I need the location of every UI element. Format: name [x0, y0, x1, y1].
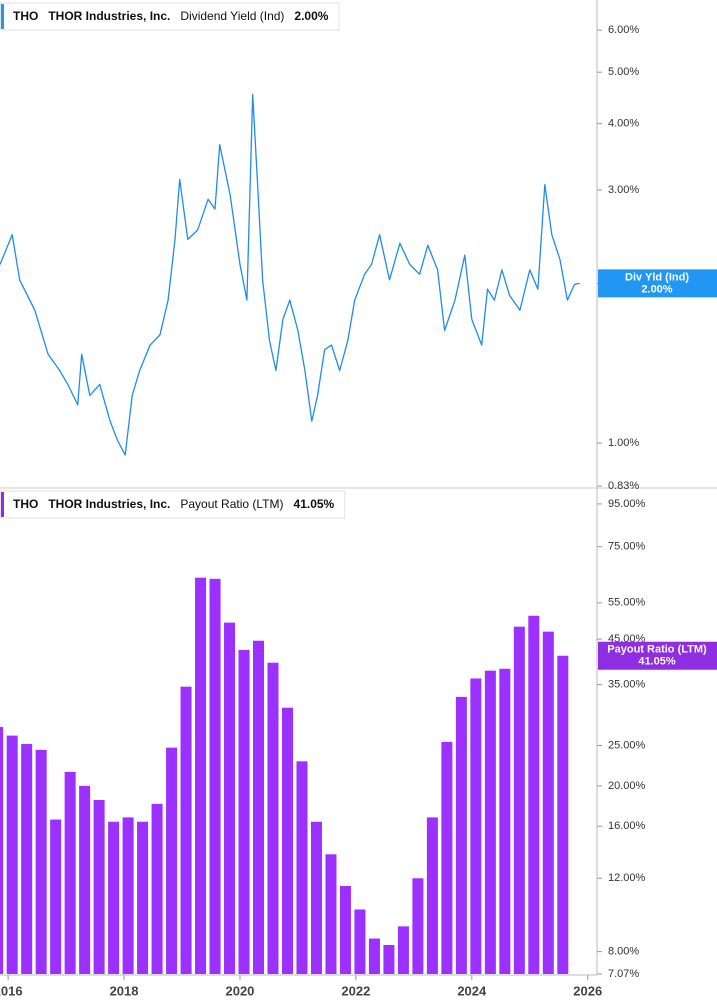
bar — [542, 631, 554, 974]
bar — [455, 696, 467, 974]
flag-label: Div Yld (Ind) — [625, 271, 689, 283]
bar — [224, 622, 236, 974]
bar — [166, 747, 178, 974]
y-tick-label: 8.00% — [608, 946, 639, 958]
y-tick-label: 35.00% — [608, 679, 646, 691]
header-accent — [1, 4, 4, 29]
header-company: THOR Industries, Inc. — [48, 9, 170, 23]
bar — [21, 744, 33, 974]
bar — [151, 803, 163, 974]
header-metric: Payout Ratio (LTM) — [180, 497, 283, 511]
bar — [499, 668, 511, 974]
x-tick-label: 2026 — [573, 983, 602, 998]
header-box — [0, 490, 346, 519]
y-tick-label: 6.00% — [608, 24, 639, 36]
bar — [238, 649, 250, 974]
panel: 95.00%75.00%55.00%45.00%35.00%25.00%20.0… — [0, 490, 717, 998]
flag-value: 2.00% — [641, 283, 672, 295]
bar — [426, 817, 438, 974]
y-tick-label: 4.00% — [608, 118, 639, 130]
y-tick-label: 3.00% — [608, 184, 639, 196]
value-flag — [598, 269, 717, 298]
bar — [557, 655, 569, 974]
x-tick-label: 2024 — [457, 983, 487, 998]
header-ticker: THO — [13, 9, 38, 23]
header-latest: 41.05% — [294, 497, 335, 511]
bar — [325, 854, 337, 974]
y-tick-label: 0.83% — [608, 480, 639, 492]
bar — [281, 707, 293, 974]
x-tick-label: 2022 — [341, 983, 370, 998]
x-tick-label: 2020 — [225, 983, 254, 998]
bar — [195, 577, 207, 974]
bar — [397, 926, 409, 974]
x-tick-label: 2018 — [110, 983, 139, 998]
bar — [267, 662, 279, 974]
bar — [484, 670, 496, 974]
bar — [180, 686, 192, 974]
y-tick-label: 7.07% — [608, 968, 639, 980]
flag-value: 41.05% — [638, 656, 676, 668]
bar — [79, 785, 91, 974]
y-tick-label: 20.00% — [608, 780, 646, 792]
bar — [108, 821, 120, 974]
panel: 6.00% 5.00% 4.00% 3.00% 2.00% 1.00% 0.83% Div Y… — [0, 2, 717, 492]
flag-label: Payout Ratio (LTM) — [607, 644, 707, 656]
bar — [64, 771, 76, 974]
y-tick-label: 5.00% — [608, 66, 639, 78]
y-tick-label: 75.00% — [608, 541, 646, 553]
bar — [339, 885, 351, 974]
bar — [296, 761, 308, 974]
bar — [528, 615, 540, 974]
bar — [368, 938, 380, 974]
header-company: THOR Industries, Inc. — [48, 497, 170, 511]
y-tick-label: 12.00% — [608, 872, 646, 884]
y-tick-label: 95.00% — [608, 498, 646, 510]
header-metric: Dividend Yield (Ind) — [180, 9, 284, 23]
x-tick-label: 2016 — [0, 983, 23, 998]
y-tick-label: 25.00% — [608, 739, 646, 751]
bar — [0, 726, 4, 974]
bar — [441, 741, 453, 974]
bar — [50, 819, 62, 974]
bar — [209, 578, 221, 974]
header-ticker: THO — [13, 497, 38, 511]
bar — [354, 909, 366, 974]
y-tick-label: 55.00% — [608, 597, 646, 609]
bar — [412, 878, 424, 974]
bar — [470, 678, 482, 974]
bar — [310, 821, 322, 974]
y-tick-label: 1.00% — [608, 437, 639, 449]
bar — [253, 640, 265, 974]
bar — [383, 944, 395, 974]
bar — [137, 821, 149, 974]
bar — [6, 735, 18, 974]
header-box — [0, 2, 340, 31]
header-accent — [1, 492, 4, 517]
bar — [122, 817, 134, 974]
bar — [35, 749, 47, 974]
value-flag — [598, 641, 717, 670]
header-latest: 2.00% — [294, 9, 328, 23]
bar — [513, 626, 525, 974]
line — [0, 93, 580, 456]
y-tick-label: 16.00% — [608, 820, 646, 832]
bar — [93, 799, 105, 974]
